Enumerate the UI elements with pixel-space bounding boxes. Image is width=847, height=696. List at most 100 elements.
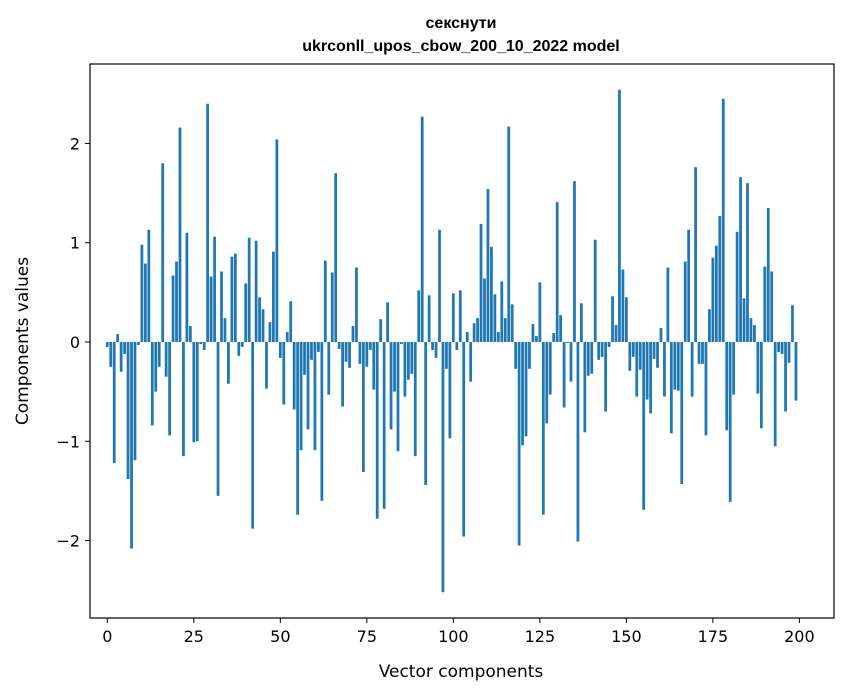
bar-component-30	[209, 276, 213, 342]
bar-component-133	[566, 341, 569, 343]
bar-component-59	[310, 341, 313, 360]
bar-component-35	[227, 341, 230, 384]
bar-component-196	[784, 341, 787, 412]
bar-component-89	[413, 341, 417, 457]
bar-component-19	[171, 275, 175, 342]
bar-component-54	[292, 341, 296, 410]
bar-component-12	[147, 229, 151, 342]
x-tick-label: 50	[270, 627, 290, 646]
bar-component-50	[278, 341, 282, 358]
bar-component-125	[538, 282, 542, 342]
bar-component-88	[410, 341, 414, 374]
bar-component-193	[773, 341, 777, 447]
bar-component-97	[441, 341, 445, 593]
bar-component-112	[493, 294, 497, 342]
bar-component-149	[621, 269, 625, 342]
bar-component-142	[597, 341, 601, 360]
bar-component-189	[759, 341, 763, 429]
bar-component-80	[382, 341, 386, 509]
bar-component-98	[445, 341, 448, 369]
bar-component-182	[735, 231, 739, 342]
bar-component-153	[635, 341, 639, 397]
bar-component-123	[531, 324, 535, 342]
bar-component-113	[496, 332, 500, 342]
bar-component-118	[514, 341, 518, 369]
x-tick-label: 150	[611, 627, 642, 646]
bar-component-63	[323, 260, 327, 342]
bar-component-128	[548, 341, 552, 395]
bar-component-108	[479, 223, 483, 342]
bar-component-179	[725, 341, 729, 431]
bar-component-61	[317, 341, 320, 352]
bar-component-102	[458, 290, 462, 342]
bar-component-121	[524, 341, 528, 437]
bar-component-71	[351, 326, 355, 342]
bar-component-183	[739, 177, 742, 342]
bar-component-52	[285, 332, 289, 342]
bar-component-11	[143, 263, 147, 342]
bar-component-56	[299, 341, 303, 451]
bar-component-74	[361, 341, 365, 473]
bar-component-16	[161, 163, 165, 342]
bar-component-24	[188, 326, 192, 342]
bar-component-192	[770, 271, 774, 342]
bar-component-171	[697, 341, 701, 364]
bar-component-120	[521, 341, 524, 446]
bar-component-143	[600, 341, 604, 357]
bars-group	[105, 89, 798, 593]
bar-component-184	[742, 298, 746, 342]
bar-component-154	[638, 341, 642, 370]
bar-component-122	[528, 341, 531, 369]
bar-component-165	[676, 341, 680, 391]
bar-component-181	[732, 341, 736, 395]
bar-component-68	[341, 341, 344, 407]
bar-component-69	[344, 341, 348, 362]
bar-component-37	[233, 253, 237, 342]
bar-component-190	[763, 266, 767, 342]
bar-component-67	[337, 341, 341, 349]
bar-component-1	[109, 341, 113, 367]
bar-component-90	[417, 290, 421, 342]
bar-component-87	[406, 341, 410, 380]
bar-component-129	[552, 333, 556, 342]
bar-component-13	[150, 341, 154, 426]
bar-component-29	[206, 103, 210, 342]
bar-component-7	[130, 341, 133, 549]
x-tick-label: 25	[184, 627, 204, 646]
bar-component-45	[261, 309, 265, 342]
bar-component-155	[642, 341, 646, 510]
bar-component-178	[721, 98, 725, 342]
x-tick-label: 75	[357, 627, 377, 646]
bar-component-39	[240, 341, 244, 347]
y-tick-label: −2	[56, 532, 80, 551]
x-tick-label: 0	[102, 627, 112, 646]
bar-component-126	[541, 341, 545, 515]
y-axis-label: Components values	[13, 257, 33, 425]
bar-component-36	[230, 256, 234, 342]
bar-component-94	[431, 341, 434, 350]
bar-component-41	[247, 237, 251, 342]
bar-component-10	[140, 244, 144, 342]
bar-component-141	[593, 239, 597, 342]
bar-component-53	[289, 301, 293, 342]
bar-component-18	[168, 341, 171, 436]
bar-component-116	[507, 126, 511, 342]
bar-component-111	[490, 246, 493, 342]
bar-component-96	[438, 229, 441, 342]
bar-component-180	[728, 341, 732, 502]
bar-component-166	[680, 341, 684, 484]
bar-component-148	[618, 89, 621, 342]
bar-component-62	[320, 341, 324, 501]
bar-component-66	[334, 173, 338, 342]
bar-component-33	[220, 271, 223, 342]
bar-component-162	[666, 267, 670, 342]
bar-component-79	[379, 319, 383, 342]
y-tick-label: 2	[70, 134, 80, 153]
bar-component-117	[510, 304, 514, 342]
bar-component-51	[282, 341, 286, 405]
chart-subtitle: ukrconll_upos_cbow_200_10_2022 model	[302, 38, 619, 55]
bar-component-157	[649, 341, 652, 414]
bar-component-55	[296, 341, 300, 515]
bar-component-159	[656, 341, 659, 368]
